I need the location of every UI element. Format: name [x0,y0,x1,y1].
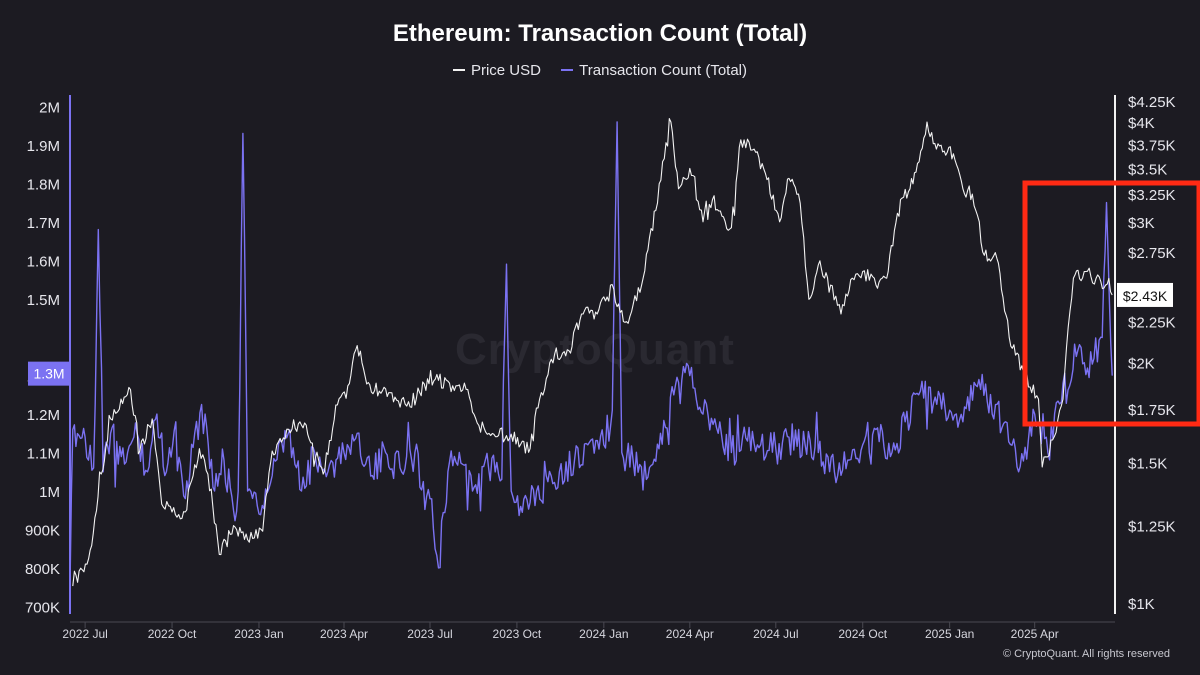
legend-item-transactions[interactable]: Transaction Count (Total) [561,62,747,79]
y-left-tick-label: 1.9M [27,138,60,155]
legend-label-transactions: Transaction Count (Total) [579,61,748,79]
y-left-tick-label: 900K [25,522,60,539]
y-left-tick-label: 800K [25,561,60,578]
y-left-tick-label: 1M [39,484,60,501]
y-left-tick-label: 2M [39,100,60,117]
x-tick-label: 2023 Oct [493,627,542,641]
x-tick-label: 2024 Oct [838,627,887,641]
y-left-tick-label: 1.1M [27,446,60,463]
watermark: CryptoQuant [455,325,735,374]
series-line-price [72,118,1113,587]
x-tick-label: 2023 Jan [234,627,283,641]
legend-swatch-price [452,69,465,71]
x-tick-label: 2024 Jan [579,627,628,641]
x-tick-label: 2022 Oct [148,627,197,641]
x-tick-label: 2025 Apr [1011,627,1059,641]
legend-item-price[interactable]: Price USD [452,61,541,79]
y-right-tick-label: $2K [1128,356,1155,373]
y-right-tick-label: $4K [1128,115,1155,132]
y-right-tick-label: $2.75K [1128,245,1176,262]
chart-title: Ethereum: Transaction Count (Total) [392,20,808,47]
y-right-tick-label: $1.75K [1128,402,1176,419]
y-right-tick-label: $1.25K [1128,519,1176,536]
x-tick-label: 2024 Jul [753,627,798,641]
chart-legend: Price USD Transaction Count (Total) [0,58,1200,79]
y-right-tick-label: $2.25K [1128,315,1176,332]
series-line-transaction-count [69,121,1113,588]
y-right-tick-label: $3.25K [1128,187,1176,204]
current-value-label-right: $2.43K [1123,288,1168,304]
y-left-tick-label: 700K [25,599,60,616]
y-left-tick-label: 1.6M [27,253,60,270]
y-right-tick-label: $1K [1128,596,1155,613]
x-tick-label: 2025 Jan [925,627,974,641]
y-left-tick-label: 1.2M [27,407,60,424]
y-left-tick-label: 1.5M [27,292,60,309]
legend-label-price: Price USD [470,61,541,79]
x-tick-label: 2023 Apr [320,627,368,641]
x-tick-label: 2023 Jul [407,627,452,641]
y-right-tick-label: $3K [1128,215,1155,232]
copyright: © CryptoQuant. All rights reserved [1002,648,1170,660]
x-tick-label: 2022 Jul [62,627,107,641]
highlight-box [1022,180,1200,427]
legend-swatch-transactions [561,69,574,71]
current-value-badge-left [28,361,70,386]
current-value-badge-right [1117,282,1173,307]
y-right-tick-label: $3.75K [1128,137,1176,154]
y-right-tick-label: $1.5K [1128,455,1167,472]
y-left-tick-label: 1.8M [27,176,60,193]
x-tick-label: 2024 Apr [666,627,714,641]
current-value-label-left: 1.3M [33,366,64,382]
y-left-tick-label: 1.7M [27,215,60,232]
y-right-tick-label: $4.25K [1128,94,1176,111]
y-right-tick-label: $3.5K [1128,161,1167,178]
